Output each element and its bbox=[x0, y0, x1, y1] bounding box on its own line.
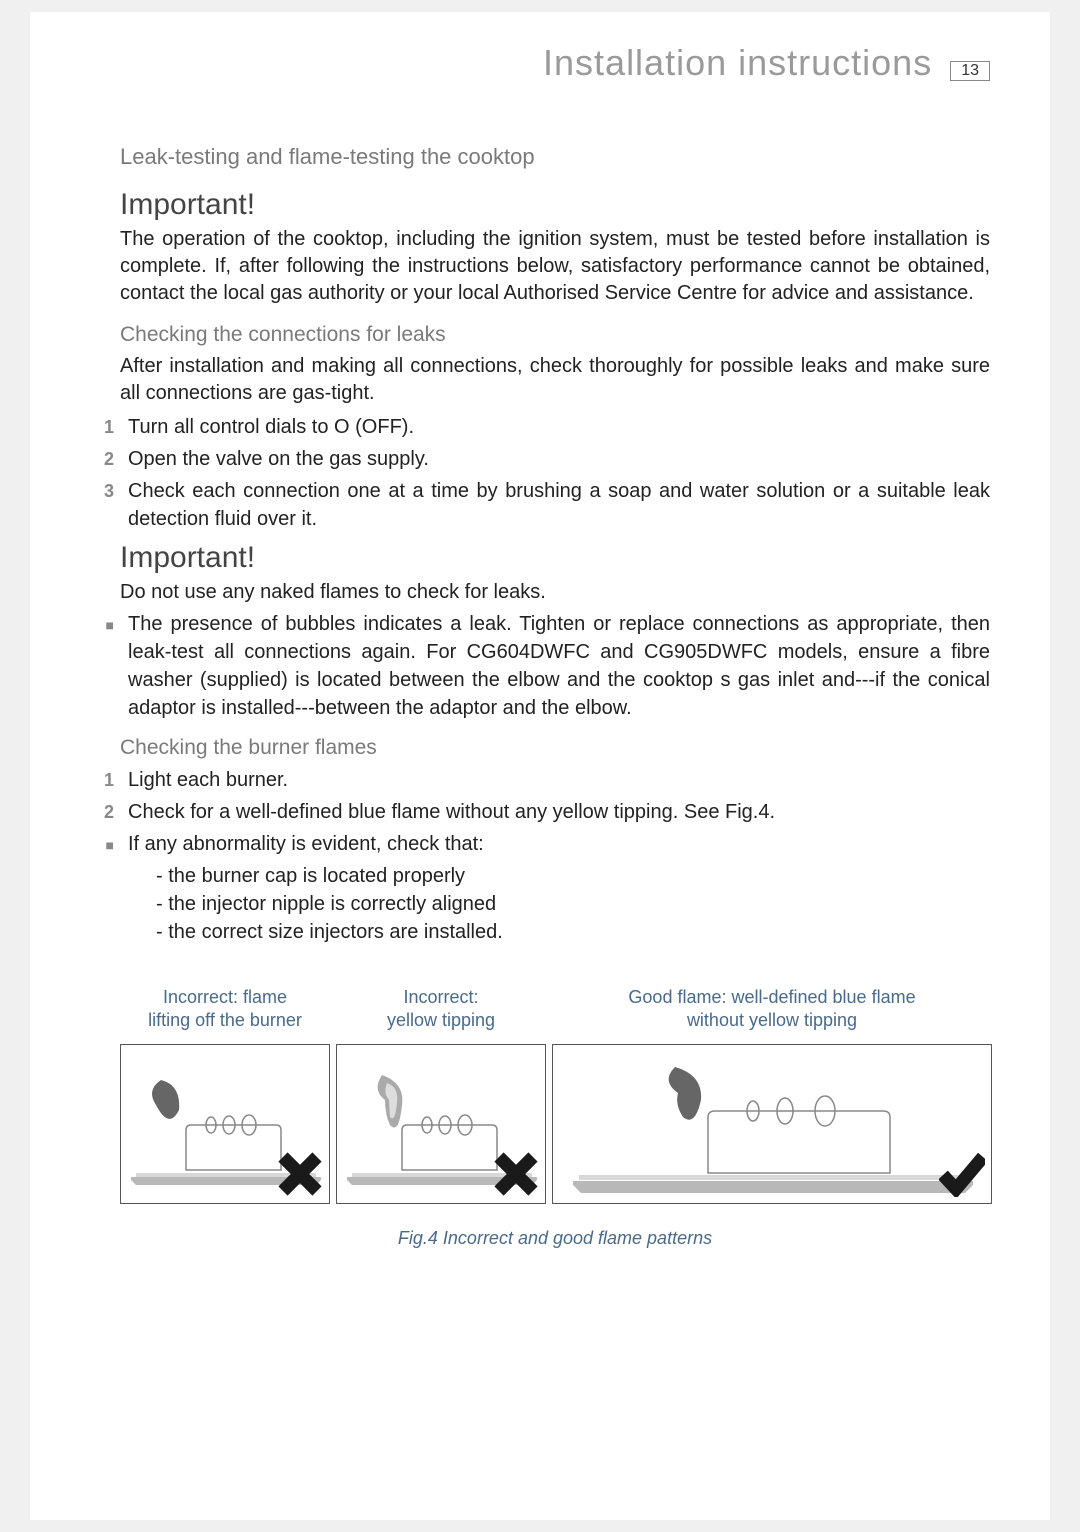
important-heading-1: Important! bbox=[120, 188, 990, 222]
list-item: 2 Open the valve on the gas supply. bbox=[90, 445, 990, 473]
page-header: Installation instructions 13 bbox=[90, 42, 990, 84]
important-text-2: Do not use any naked flames to check for… bbox=[120, 579, 990, 606]
list-item: ■ The presence of bubbles indicates a le… bbox=[90, 610, 990, 722]
figure-label: Incorrect: flame lifting off the burner bbox=[148, 986, 302, 1034]
sub-bullet: - the injector nipple is correctly align… bbox=[156, 890, 990, 918]
check-mark-icon bbox=[939, 1151, 985, 1197]
important-heading-2: Important! bbox=[120, 541, 990, 575]
list-number: 1 bbox=[90, 766, 114, 794]
list-item: 3 Check each connection one at a time by… bbox=[90, 477, 990, 533]
cross-mark-icon bbox=[493, 1151, 539, 1197]
page-number: 13 bbox=[950, 61, 990, 81]
header-title: Installation instructions bbox=[543, 42, 932, 84]
bullet-icon: ■ bbox=[90, 830, 114, 858]
figure-row: Incorrect: flame lifting off the burner bbox=[120, 986, 990, 1204]
list-item: 2 Check for a well-defined blue flame wi… bbox=[90, 798, 990, 826]
figure-box bbox=[336, 1044, 546, 1204]
figure-box bbox=[552, 1044, 992, 1204]
section2-intro: After installation and making all connec… bbox=[120, 353, 990, 407]
figure-box bbox=[120, 1044, 330, 1204]
list-text: Check each connection one at a time by b… bbox=[128, 477, 990, 533]
page-container: Installation instructions 13 Leak-testin… bbox=[30, 12, 1050, 1520]
section-title-leak-testing: Leak-testing and flame-testing the cookt… bbox=[120, 144, 990, 170]
list-item: ■ If any abnormality is evident, check t… bbox=[90, 830, 990, 858]
list-item: 1 Turn all control dials to O (OFF). bbox=[90, 413, 990, 441]
list-text: If any abnormality is evident, check tha… bbox=[128, 830, 990, 858]
cross-mark-icon bbox=[277, 1151, 323, 1197]
figure-good-flame: Good flame: well-defined blue flame with… bbox=[552, 986, 992, 1204]
subtitle-checking-flames: Checking the burner flames bbox=[120, 736, 990, 760]
bullet-icon: ■ bbox=[90, 610, 114, 722]
list-number: 3 bbox=[90, 477, 114, 533]
figure-label: Incorrect: yellow tipping bbox=[387, 986, 495, 1034]
burner-diagram-icon bbox=[553, 1045, 993, 1205]
important-text-1: The operation of the cooktop, including … bbox=[120, 226, 990, 307]
list-number: 1 bbox=[90, 413, 114, 441]
figure-label: Good flame: well-defined blue flame with… bbox=[628, 986, 915, 1034]
list-number: 2 bbox=[90, 798, 114, 826]
list-item: 1 Light each burner. bbox=[90, 766, 990, 794]
subtitle-checking-connections: Checking the connections for leaks bbox=[120, 323, 990, 347]
figure-incorrect-lifting: Incorrect: flame lifting off the burner bbox=[120, 986, 330, 1204]
sub-bullet: - the burner cap is located properly bbox=[156, 862, 990, 890]
figure-incorrect-yellow: Incorrect: yellow tipping bbox=[336, 986, 546, 1204]
list-number: 2 bbox=[90, 445, 114, 473]
list-text: Open the valve on the gas supply. bbox=[128, 445, 990, 473]
figure-caption: Fig.4 Incorrect and good flame patterns bbox=[120, 1228, 990, 1249]
list-text: Light each burner. bbox=[128, 766, 990, 794]
list-text: Turn all control dials to O (OFF). bbox=[128, 413, 990, 441]
list-text: Check for a well-defined blue flame with… bbox=[128, 798, 990, 826]
sub-bullet: - the correct size injectors are install… bbox=[156, 918, 990, 946]
list-text: The presence of bubbles indicates a leak… bbox=[128, 610, 990, 722]
